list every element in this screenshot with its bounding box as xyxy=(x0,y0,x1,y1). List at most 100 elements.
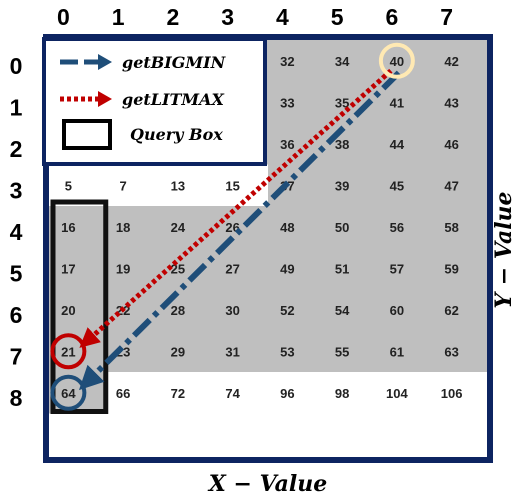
cell-value: 19 xyxy=(116,261,130,276)
cell-value: 43 xyxy=(444,95,458,110)
cell-value: 44 xyxy=(390,137,405,152)
cell-value: 41 xyxy=(390,95,404,110)
cell-value: 47 xyxy=(444,178,458,193)
cell-value: 21 xyxy=(61,344,75,359)
cell-value: 7 xyxy=(120,178,127,193)
cell-value: 32 xyxy=(280,54,294,69)
cell-value: 16 xyxy=(61,220,75,235)
circle-bigmin-result xyxy=(50,374,87,411)
plot-frame xyxy=(43,34,493,463)
cell-value: 35 xyxy=(335,95,349,110)
legend-item-querybox: Query Box xyxy=(62,119,223,150)
x-axis-title: X − Value xyxy=(207,471,327,497)
shaded-region-1 xyxy=(268,164,487,206)
cell-value: 30 xyxy=(225,303,239,318)
legend-querybox-label: Query Box xyxy=(130,125,223,144)
cell-value: 104 xyxy=(386,386,408,401)
legend-litmax-label: getLITMAX xyxy=(122,90,225,109)
y-tick-label: 2 xyxy=(10,136,23,162)
cell-value: 42 xyxy=(444,54,458,69)
x-tick-label: 1 xyxy=(112,4,125,30)
x-tick-label: 2 xyxy=(166,4,179,30)
cell-value: 60 xyxy=(390,303,404,318)
legend-litmax-arrowhead xyxy=(98,91,112,107)
x-tick-label: 4 xyxy=(276,4,289,30)
litmax-arrow xyxy=(79,68,393,348)
legend-item-litmax: getLITMAX xyxy=(60,90,225,109)
cell-value: 34 xyxy=(335,54,350,69)
cell-value: 51 xyxy=(335,261,349,276)
legend-querybox-swatch xyxy=(62,119,112,150)
search-arrows xyxy=(78,68,401,391)
legend-bigmin-arrowhead xyxy=(98,54,112,70)
cell-value: 52 xyxy=(280,303,294,318)
cell-value: 58 xyxy=(444,220,458,235)
cell-value: 50 xyxy=(335,220,349,235)
cell-value: 38 xyxy=(335,137,349,152)
circle-start xyxy=(378,42,415,79)
cell-value: 20 xyxy=(61,303,75,318)
cell-value: 15 xyxy=(225,178,239,193)
legend-box xyxy=(42,37,267,166)
y-tick-label: 3 xyxy=(10,177,23,203)
circle-litmax-result xyxy=(50,333,87,370)
cell-value: 98 xyxy=(335,386,349,401)
shaded-region-2 xyxy=(49,206,487,372)
cell-value: 53 xyxy=(280,344,294,359)
y-axis-ticks: 0 1 2 3 4 5 6 7 8 xyxy=(10,53,23,411)
y-tick-label: 5 xyxy=(10,260,23,286)
cell-value: 49 xyxy=(280,261,294,276)
y-tick-label: 7 xyxy=(10,343,23,369)
cell-value: 17 xyxy=(61,261,75,276)
cell-value: 40 xyxy=(390,54,404,69)
x-axis-ticks: 0 1 2 3 4 5 6 7 xyxy=(57,4,453,30)
cell-value: 46 xyxy=(444,137,458,152)
cell-value: 66 xyxy=(116,386,130,401)
cell-value: 24 xyxy=(171,220,186,235)
legend-bigmin-label: getBIGMIN xyxy=(122,53,227,72)
cell-values: 3234404233354143363844465713153739454716… xyxy=(61,54,462,401)
cell-value: 54 xyxy=(335,303,350,318)
cell-value: 45 xyxy=(390,178,404,193)
cell-value: 57 xyxy=(390,261,404,276)
cell-value: 13 xyxy=(171,178,185,193)
x-tick-label: 5 xyxy=(331,4,344,30)
y-tick-label: 6 xyxy=(10,302,23,328)
cell-value: 5 xyxy=(65,178,72,193)
cell-value: 36 xyxy=(280,137,294,152)
cell-value: 64 xyxy=(61,386,76,401)
x-tick-label: 0 xyxy=(57,4,70,30)
cell-value: 48 xyxy=(280,220,294,235)
cell-value: 63 xyxy=(444,344,458,359)
x-tick-label: 3 xyxy=(221,4,234,30)
x-tick-label: 7 xyxy=(440,4,453,30)
cell-value: 18 xyxy=(116,220,130,235)
cell-value: 29 xyxy=(171,344,185,359)
cell-value: 33 xyxy=(280,95,294,110)
y-tick-label: 4 xyxy=(10,219,23,245)
y-tick-label: 1 xyxy=(10,94,23,120)
y-tick-label: 0 xyxy=(10,53,23,79)
x-tick-label: 6 xyxy=(385,4,398,30)
y-tick-label: 8 xyxy=(10,385,23,411)
query-box-outline xyxy=(50,199,109,414)
legend-item-bigmin: getBIGMIN xyxy=(60,53,227,72)
cell-value: 39 xyxy=(335,178,349,193)
cell-value: 31 xyxy=(225,344,239,359)
cell-value: 62 xyxy=(444,303,458,318)
y-axis-title: Y − Value xyxy=(491,191,517,308)
cell-value: 96 xyxy=(280,386,294,401)
cell-value: 106 xyxy=(441,386,463,401)
cell-value: 72 xyxy=(171,386,185,401)
highlight-circles xyxy=(50,42,415,411)
cell-value: 59 xyxy=(444,261,458,276)
legend: getBIGMIN getLITMAX Query Box xyxy=(42,37,267,166)
bigmin-arrow xyxy=(78,70,401,391)
cell-value: 28 xyxy=(171,303,185,318)
cell-value: 61 xyxy=(390,344,404,359)
cell-value: 56 xyxy=(390,220,404,235)
cell-value: 27 xyxy=(225,261,239,276)
cell-value: 74 xyxy=(225,386,240,401)
cell-value: 55 xyxy=(335,344,349,359)
